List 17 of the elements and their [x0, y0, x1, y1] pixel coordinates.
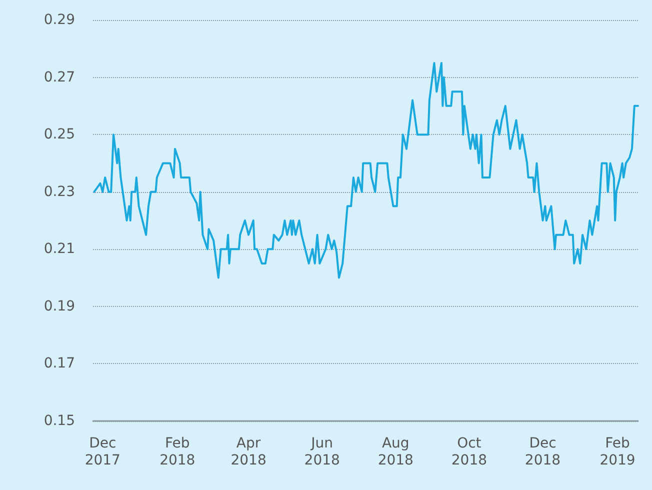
y-tick-label: 0.29 — [44, 12, 75, 28]
y-tick-label: 0.15 — [44, 413, 75, 429]
x-tick-label: Dec 2017 — [84, 436, 120, 468]
y-tick-label: 0.27 — [44, 69, 75, 86]
x-tick-label: Feb 2018 — [160, 436, 196, 468]
x-tick-label: Jun 2018 — [304, 436, 340, 468]
y-tick-label: 0.19 — [44, 298, 75, 314]
y-tick-label: 0.21 — [44, 241, 75, 258]
x-tick-label: Dec 2018 — [524, 436, 561, 468]
y-tick-label: 0.17 — [44, 356, 75, 372]
line-series — [93, 62, 639, 279]
y-tick-label: 0.23 — [44, 184, 75, 200]
x-tick-label: Oct 2018 — [451, 436, 488, 468]
x-tick-label: Feb 2019 — [600, 436, 636, 468]
x-tick-label: Aug 2018 — [378, 436, 414, 468]
y-tick-label: 0.25 — [44, 126, 75, 143]
x-tick-label: Apr 2018 — [230, 436, 266, 468]
